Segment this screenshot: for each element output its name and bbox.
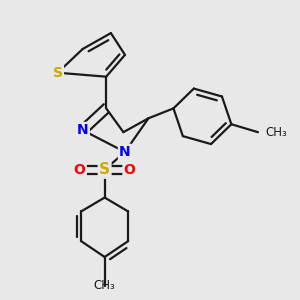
Text: O: O — [124, 163, 136, 177]
Text: CH₃: CH₃ — [266, 126, 287, 139]
Text: S: S — [53, 66, 63, 80]
Text: N: N — [77, 123, 88, 137]
Text: N: N — [119, 145, 131, 159]
Text: O: O — [74, 163, 85, 177]
Text: CH₃: CH₃ — [94, 279, 116, 292]
Text: S: S — [99, 162, 110, 177]
